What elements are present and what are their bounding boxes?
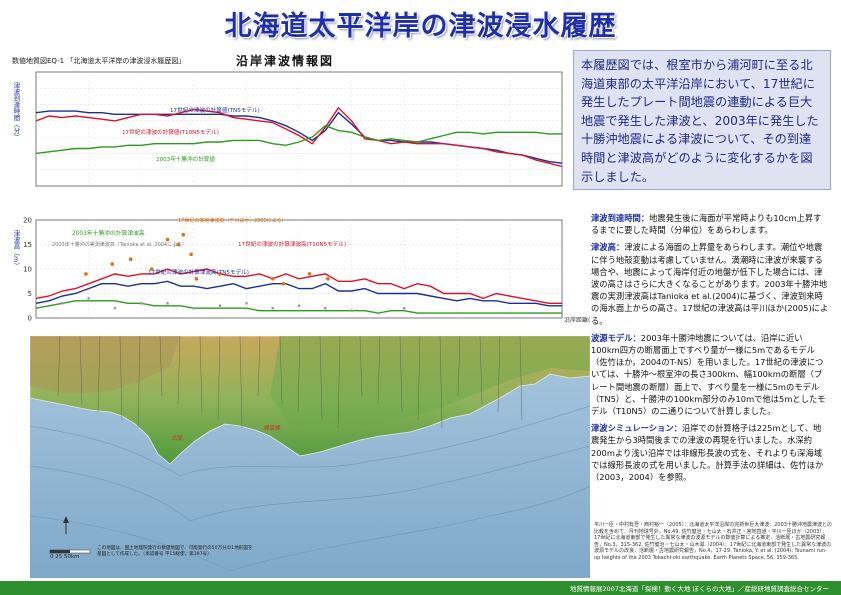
series-line-t10n5 [35,106,563,168]
series-line-t2003 [35,124,562,155]
land-east [270,336,590,432]
distance-line [119,336,123,421]
series-line-t2003 [35,300,562,314]
distance-line [337,336,341,429]
distance-line [279,336,283,405]
coastal-map [30,336,590,578]
compass-rose [63,516,69,534]
series-label: 17世紀の津波の計算津波高(TN5モデル) [148,268,249,276]
point-obs17 [270,277,275,281]
distance-line [199,336,203,413]
distance-line [97,336,101,413]
y-tick-label: 15 [23,241,32,249]
distance-line [359,336,363,397]
distance-line [399,336,403,413]
point-obs17 [194,277,199,281]
series-line-tn5 [35,280,562,307]
point-obs2003 [350,309,353,312]
series-label: 17世紀の津波の計算値(TN5モデル) [170,106,260,114]
point-obs2003 [87,297,90,300]
map-code: 数値地質図EQ-1 「北海道太平洋岸の津波浸水履歴図」 [12,57,186,65]
y-axis-label: 津波高（m） [12,230,20,269]
point-obs17 [326,277,330,281]
def-height: 津波高：津波による海面の上昇量をあらわします。潮位や地震に伴う地殻変動は考慮して… [591,242,829,326]
chart-subtitle: 沿岸津波情報図 [236,54,335,68]
point-obs2003 [166,302,169,305]
point-obs2003 [245,302,248,305]
land-west [30,336,180,394]
point-obs2003 [324,307,327,310]
point-obs2003 [192,307,195,310]
map-label-hiroo: 広尾 [172,436,184,442]
distance-line [239,336,243,429]
point-obs2003 [271,307,274,310]
point-obs2003 [376,311,380,315]
footer-bar: 地質情報展2007北海道「探検！動く大地 ぼくらの大地」／産総研地質調査総合セン… [0,581,841,595]
distance-line [319,336,323,421]
intro-box: 本履歴図では、根室市から浦河町に至る北海道東部の太平洋沿岸において、17世紀に発… [573,50,831,190]
point-obs17 [307,272,312,276]
def-arrival: 津波到達時間：地震発生後に海面が平常時よりも10cm上昇するまでに要した時間（分… [591,213,822,236]
distance-line [497,336,501,413]
point-obs17 [181,232,186,237]
point-obs17 [281,281,286,286]
scale-bar [49,549,91,554]
def-source-model: 波源モデル：2003年十勝沖地震については、沿岸に近い100km四方の断層面上で… [591,332,826,417]
point-obs17 [149,267,154,271]
distance-line [257,336,261,397]
point-obs17 [110,262,115,266]
series-label: 2003年十勝沖の計算津波高 [72,229,145,237]
point-obs2003 [140,302,143,305]
series-label: 17世紀の津波の計算値(T10N5モデル) [122,128,219,136]
y-tick-label: 5 [28,290,32,298]
distance-line [479,336,483,405]
footer-text: 地質情報展2007北海道「探検！動く大地 ぼくらの大地」／産総研地質調査総合セン… [569,585,829,593]
series-label: 2003年十勝沖の計算値 [156,155,215,163]
point-obs2003 [218,304,222,307]
point-obs17 [128,257,133,261]
point-obs2003 [61,302,64,305]
y-tick-label: 10 [23,266,32,274]
map-base-note: この地図は、国土地理院発行の数値地図で、可能発行の50万分の1地形図を基図として… [97,546,253,557]
distance-line [79,336,83,405]
page-title: 北海道太平洋岸の津波浸水履歴 [224,11,617,42]
map-label-erimo: 襟裳岬 [264,426,281,432]
point-obs17 [218,272,222,276]
def-simulation: 津波シミュレーション：沿岸での計算格子は225mとして、地震発生から3時間後まで… [591,423,824,483]
series-label: 17世紀の推定津波高（平川ほか，2005による） [178,217,287,224]
point-obs17 [189,252,193,257]
references: 平川一臣・中村有吾・西村裕一（2005）：北海道太平洋沿岸の完新世巨大津波：20… [594,522,832,561]
distance-line [297,336,301,413]
y-tick-label: 0 [28,315,32,323]
point-obs2003 [113,307,117,310]
definitions: 津波到達時間：地震発生後に海面が平常時よりも10cm上昇するまでに要した時間（分… [591,212,829,488]
arrival-time-chart: 津波到達時間（分） 17世紀の津波の計算値(TN5モデル) 17世紀の津波の計算値(… [12,71,563,187]
distance-line [377,336,381,405]
distance-line [217,336,221,421]
map-scale-label: 0 25 50km [50,554,80,560]
distance-line [137,336,141,429]
distance-line [159,336,163,397]
series-line-t10n5 [35,268,562,304]
bathymetry-contours [30,405,590,572]
y-axis-label: 津波到達時間（分） [12,82,20,141]
distance-line [177,336,181,405]
distance-line [57,336,61,397]
distance-line [417,336,421,421]
x-axis-label: 沿岸距離(km) [564,316,590,324]
point-obs17 [84,272,88,276]
series-label: 2003年十勝沖の実測津波高（Tanioka et al.,2004による） [52,241,187,248]
point-obs17 [165,237,170,242]
distance-line [519,336,523,421]
point-obs2003 [403,307,406,310]
y-tick-label: 20 [23,217,32,225]
distance-line [439,336,443,429]
series-label: 17世紀の津波の計算津波高(T10N5モデル) [238,240,346,248]
coastal-distance-lines [57,336,523,429]
point-obs2003 [297,304,301,307]
distance-line [457,336,461,397]
point-obs17 [176,242,180,247]
